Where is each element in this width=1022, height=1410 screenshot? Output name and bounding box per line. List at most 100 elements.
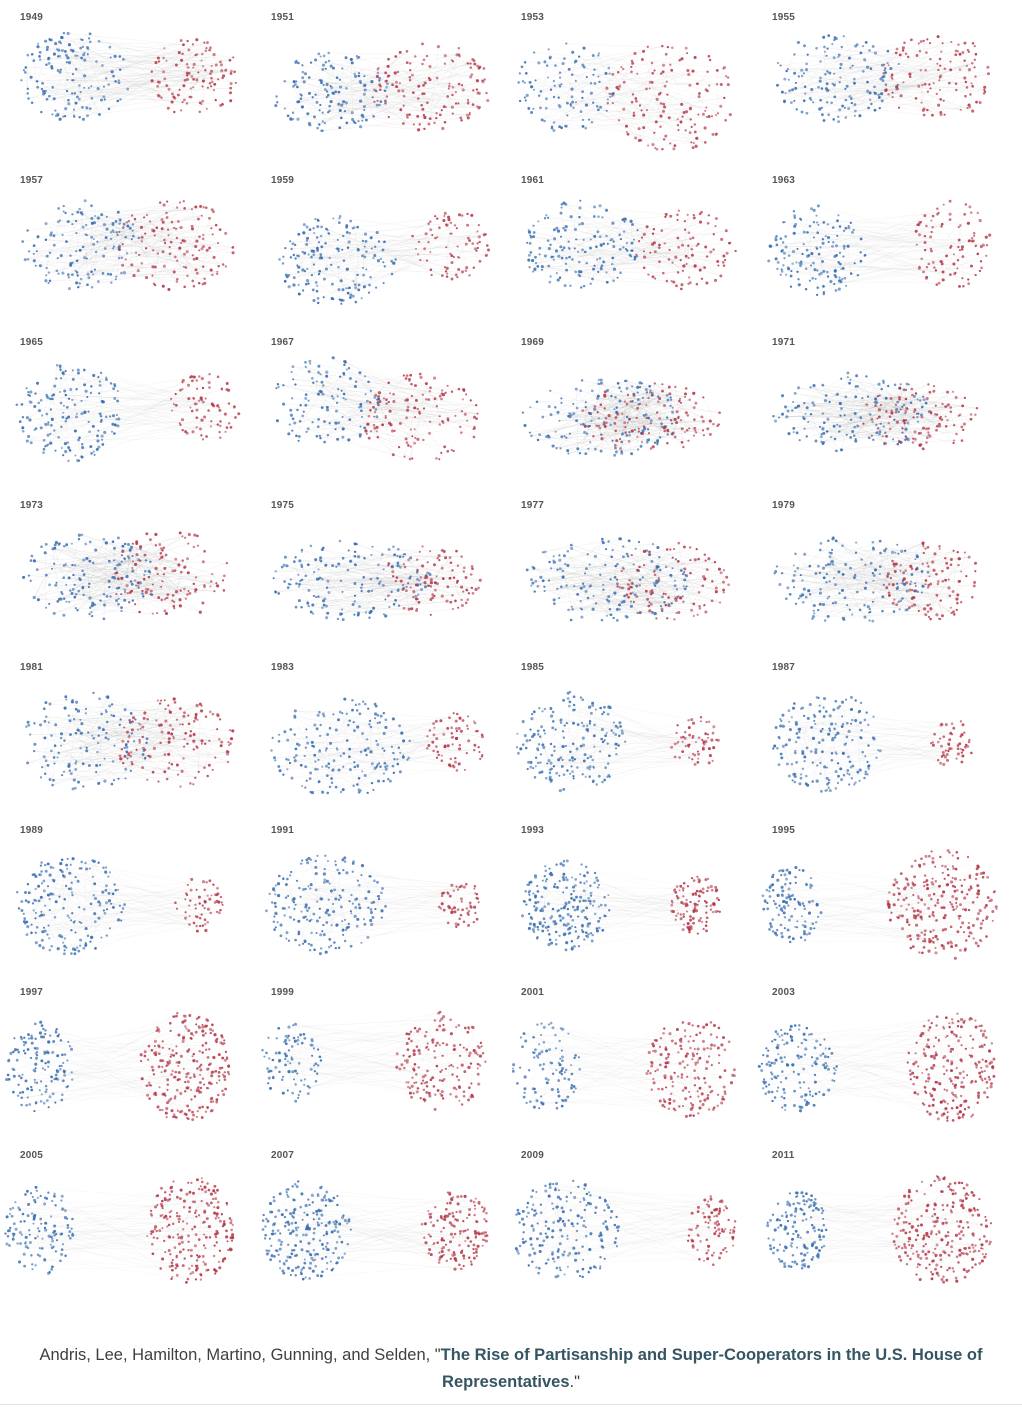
democrat-node	[109, 273, 113, 276]
democrat-node	[110, 70, 114, 74]
democrat-node	[524, 71, 528, 75]
democrat-node	[334, 421, 338, 425]
republican-node	[925, 441, 928, 444]
democrat-node	[376, 764, 379, 768]
republican-node	[446, 449, 450, 453]
republican-node	[616, 412, 620, 416]
republican-node	[436, 217, 439, 220]
democrat-node	[321, 578, 324, 581]
democrat-node	[549, 779, 553, 783]
democrat-node	[36, 235, 40, 239]
republican-node	[160, 730, 164, 734]
democrat-node	[80, 399, 83, 402]
democrat-node	[633, 428, 636, 431]
republican-node	[151, 265, 155, 269]
democrat-node	[79, 731, 83, 735]
democrat-node	[591, 607, 595, 611]
democrat-node	[822, 576, 826, 580]
democrat-node	[134, 718, 137, 721]
democrat-node	[53, 429, 56, 432]
democrat-node	[52, 52, 56, 56]
democrat-node	[872, 438, 875, 442]
republican-node	[229, 82, 233, 86]
democrat-node	[73, 583, 76, 586]
republican-node	[172, 403, 175, 406]
democrat-node	[601, 541, 605, 545]
democrat-node	[814, 439, 818, 443]
democrat-node	[552, 602, 556, 606]
democrat-node	[41, 414, 44, 417]
democrat-node	[849, 566, 852, 570]
republican-node	[933, 552, 937, 556]
democrat-node	[335, 565, 338, 568]
democrat-node	[839, 262, 842, 266]
democrat-node	[316, 297, 320, 300]
democrat-node	[674, 558, 678, 561]
democrat-node	[534, 79, 537, 82]
democrat-node	[875, 402, 878, 405]
democrat-node	[50, 417, 54, 421]
democrat-node	[553, 84, 556, 87]
republican-node	[450, 277, 454, 281]
democrat-node	[614, 395, 617, 399]
republican-node	[405, 398, 409, 402]
democrat-node	[872, 579, 875, 582]
republican-node	[375, 425, 379, 429]
republican-node	[485, 244, 489, 247]
republican-node	[176, 259, 179, 262]
democrat-node	[650, 559, 654, 563]
republican-node	[446, 744, 450, 748]
democrat-node	[124, 743, 128, 746]
republican-node	[673, 435, 677, 439]
democrat-node	[589, 755, 593, 759]
edge-layer	[273, 543, 481, 620]
democrat-node	[121, 544, 125, 548]
republican-nodes	[118, 697, 235, 788]
republican-node	[948, 594, 952, 598]
republican-node	[705, 568, 709, 572]
democrat-node	[811, 615, 815, 619]
democrat-node	[683, 578, 687, 582]
democrat-node	[111, 229, 114, 232]
republican-node	[224, 68, 228, 72]
democrat-node	[786, 409, 790, 413]
republican-node	[931, 214, 935, 218]
democrat-node	[878, 565, 882, 568]
republican-node	[210, 69, 214, 73]
republican-node	[445, 275, 449, 278]
republican-node	[928, 83, 931, 86]
democrat-node	[402, 553, 405, 556]
democrat-node	[343, 109, 347, 113]
republican-node	[460, 119, 463, 122]
democrat-node	[361, 254, 364, 258]
democrat-node	[353, 729, 356, 733]
democrat-node	[54, 42, 58, 46]
republican-node	[653, 250, 657, 254]
democrat-node	[567, 246, 570, 250]
republican-node	[139, 545, 143, 549]
democrat-node	[42, 447, 46, 451]
republican-node	[396, 70, 400, 74]
democrat-node	[143, 573, 146, 577]
democrat-node	[291, 111, 295, 114]
democrat-node	[569, 215, 573, 219]
edge-layer	[275, 46, 488, 131]
democrat-node	[142, 595, 145, 598]
democrat-node	[777, 416, 781, 419]
republican-node	[957, 563, 960, 567]
democrat-node	[59, 736, 63, 740]
republican-node	[675, 284, 678, 288]
democrat-node	[606, 762, 610, 765]
republican-node	[467, 62, 470, 65]
democrat-node	[830, 101, 833, 105]
democrat-node	[807, 420, 810, 424]
democrat-node	[137, 722, 141, 725]
republican-node	[947, 578, 950, 581]
democrat-node	[653, 584, 657, 587]
democrat-node	[291, 417, 295, 421]
republican-node	[632, 394, 636, 397]
republican-node	[469, 62, 472, 65]
republican-node	[460, 603, 464, 608]
republican-node	[973, 45, 976, 48]
democrat-node	[86, 53, 89, 56]
